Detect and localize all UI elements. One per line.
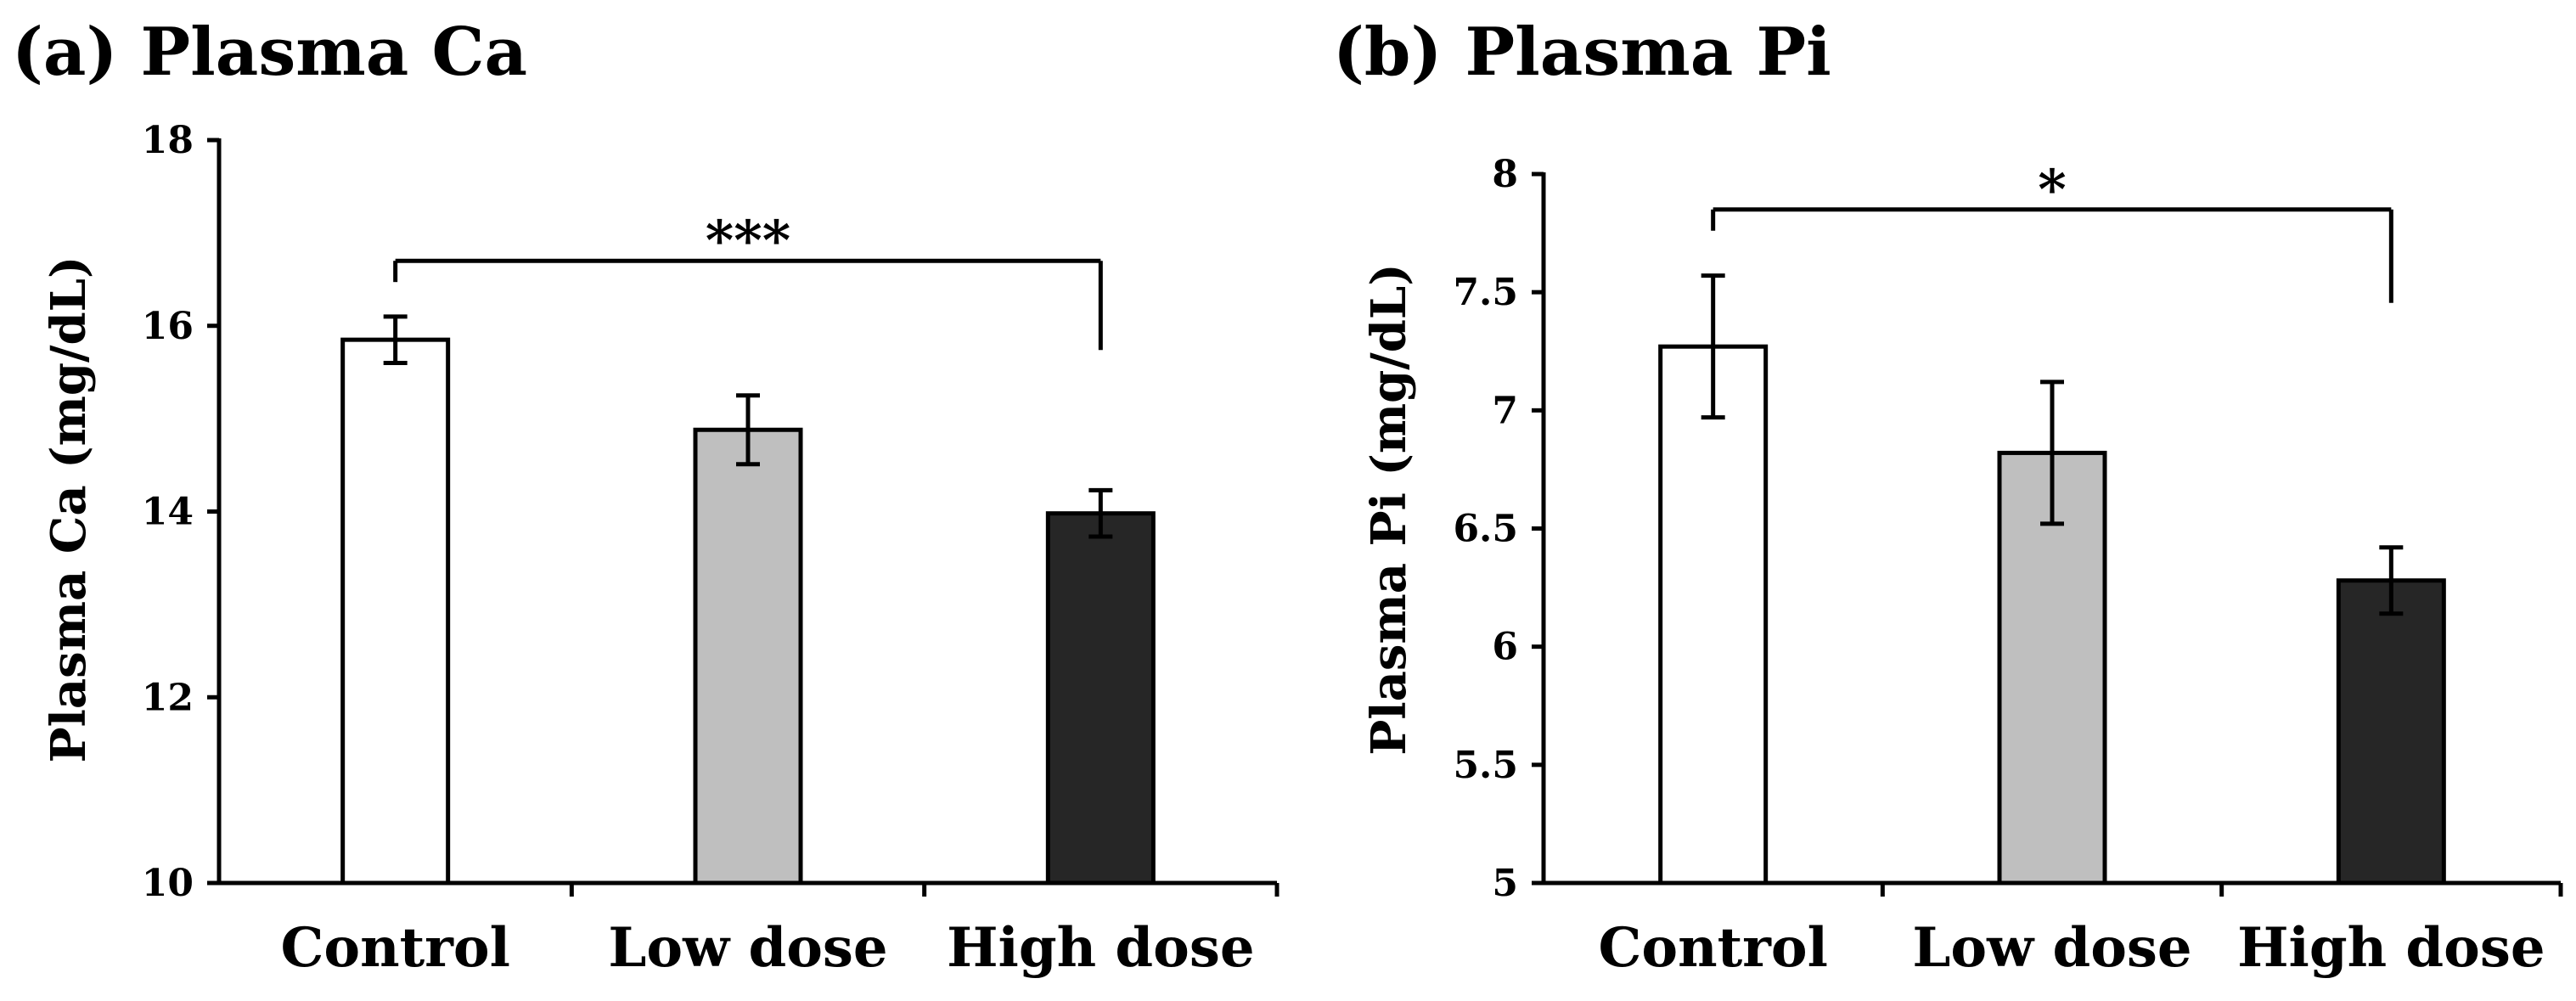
panel-b-plasma-pi: (b) Plasma Pi 5 5.5 6 6.5 7 7.5 8 Control Low do…: [1333, 14, 2563, 980]
bar-control: [1658, 344, 1769, 886]
category-label-control: Control: [280, 916, 509, 980]
y-axis-title: Plasma Ca (mg/dL): [41, 256, 97, 763]
y-tick-label: 6.5: [1453, 508, 1518, 551]
panel-a-plasma-ca: (a) Plasma Ca 10 12 14 16 18 Control Low dose H…: [12, 14, 1280, 980]
bar-low-dose: [693, 427, 803, 886]
y-axis-title: Plasma Pi (mg/dL): [1361, 263, 1417, 756]
significance-bracket: *: [1711, 158, 2393, 303]
error-bar-high-dose: [1088, 487, 1113, 539]
y-tick-label: 10: [142, 862, 194, 905]
error-bar-high-dose: [2379, 545, 2404, 616]
y-tick-label: 12: [142, 676, 194, 719]
panel-a-title: (a) Plasma Ca: [12, 14, 527, 91]
category-label-low-dose: Low dose: [608, 916, 887, 980]
bar-control: [340, 337, 451, 886]
category-label-low-dose: Low dose: [1912, 916, 2191, 980]
category-label-high-dose: High dose: [2237, 916, 2545, 980]
error-bar-control: [1701, 273, 1725, 420]
error-bar-low-dose: [736, 393, 760, 467]
bar-high-dose: [2336, 578, 2446, 886]
significance-label: ***: [706, 209, 790, 273]
y-tick-label: 6: [1492, 626, 1518, 669]
error-bar-low-dose: [2040, 380, 2064, 526]
y-tick-label: 5: [1492, 862, 1518, 905]
panel-b-title: (b) Plasma Pi: [1333, 14, 1831, 91]
error-bar-control: [383, 314, 408, 365]
y-tick-label: 16: [142, 305, 194, 348]
bar-high-dose: [1045, 511, 1156, 886]
y-tick-label: 14: [142, 491, 194, 534]
y-tick-label: 18: [142, 119, 194, 162]
y-tick-label: 5.5: [1453, 744, 1518, 787]
y-tick-label: 8: [1492, 153, 1518, 196]
significance-label: *: [2038, 158, 2066, 222]
significance-bracket: ***: [393, 209, 1103, 351]
y-tick-label: 7: [1492, 389, 1518, 432]
y-tick-label: 7.5: [1453, 271, 1518, 314]
category-label-high-dose: High dose: [947, 916, 1255, 980]
category-label-control: Control: [1598, 916, 1827, 980]
